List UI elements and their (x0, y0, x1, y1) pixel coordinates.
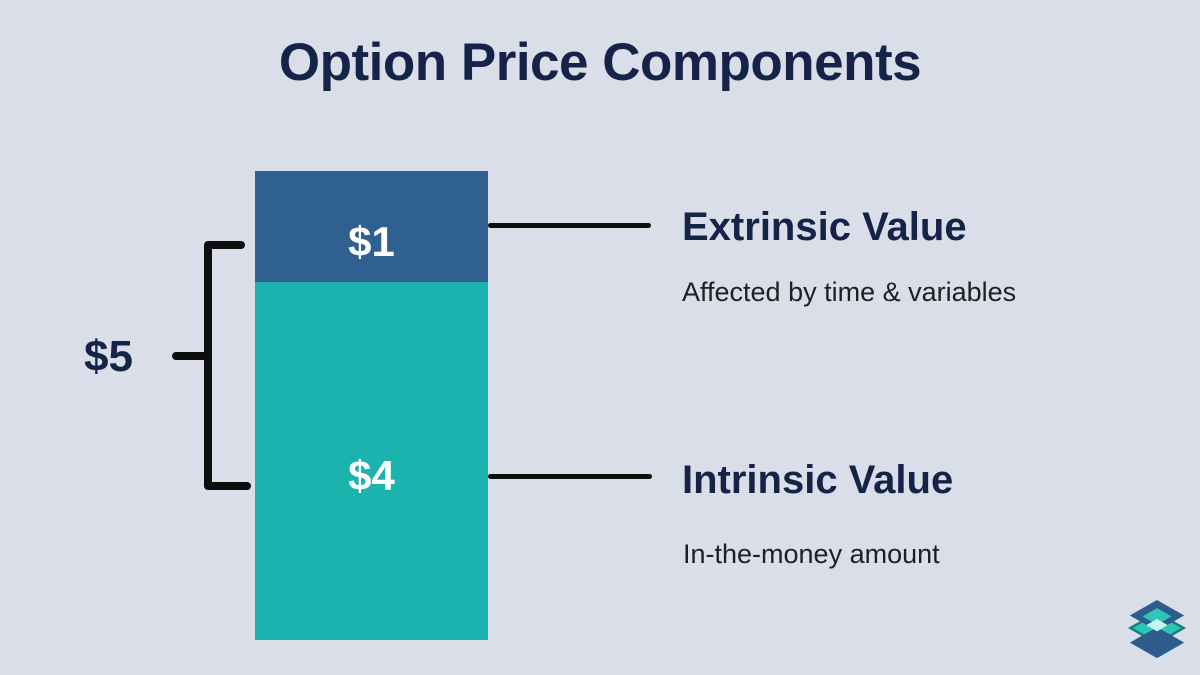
extrinsic-value-heading: Extrinsic Value (682, 205, 967, 249)
extrinsic-value-subtext: Affected by time & variables (682, 277, 1017, 307)
bar-segment-intrinsic-amount: $4 (348, 452, 395, 499)
intrinsic-connector-line (488, 474, 652, 479)
intrinsic-value-subtext: In-the-money amount (683, 539, 940, 569)
extrinsic-connector-line (488, 223, 651, 228)
total-amount-label: $5 (84, 332, 133, 381)
bar-segment-extrinsic: $1 (255, 171, 488, 282)
intrinsic-value-heading: Intrinsic Value (682, 458, 954, 502)
bar-segment-extrinsic-amount: $1 (348, 217, 395, 265)
layered-diamonds-logo-icon (1127, 599, 1187, 659)
stacked-bar: $1 $4 (255, 171, 488, 640)
bar-segment-intrinsic: $4 (255, 282, 488, 640)
total-bracket (172, 241, 251, 490)
page-title: Option Price Components (278, 33, 922, 92)
